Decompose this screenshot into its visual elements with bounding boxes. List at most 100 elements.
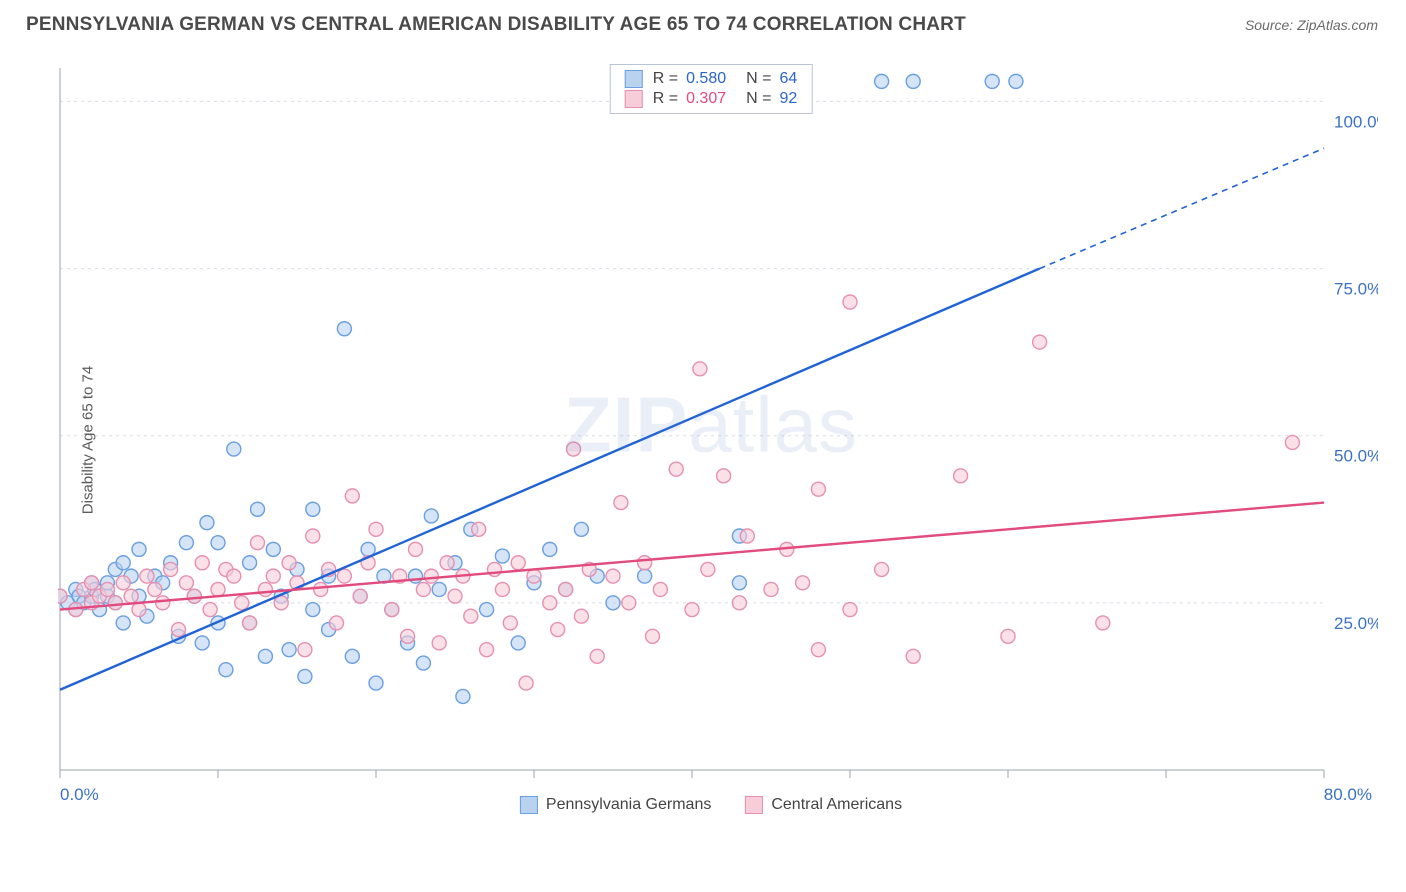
data-point [1033, 335, 1047, 349]
data-point [740, 529, 754, 543]
data-point [480, 603, 494, 617]
data-point [1001, 629, 1015, 643]
legend-label: Central Americans [771, 796, 902, 814]
data-point [306, 603, 320, 617]
data-point [875, 74, 889, 88]
data-point [1096, 616, 1110, 630]
data-point [200, 516, 214, 530]
data-point [614, 496, 628, 510]
data-point [243, 556, 257, 570]
data-point [219, 663, 233, 677]
data-point [432, 582, 446, 596]
r-label: R = [653, 70, 678, 88]
data-point [140, 569, 154, 583]
data-point [227, 442, 241, 456]
data-point [622, 596, 636, 610]
data-point [606, 596, 620, 610]
n-label: N = [746, 70, 771, 88]
data-point [480, 643, 494, 657]
data-point [843, 603, 857, 617]
data-point [811, 643, 825, 657]
data-point [337, 569, 351, 583]
data-point [906, 74, 920, 88]
legend-item: Pennsylvania Germans [520, 796, 711, 814]
data-point [282, 556, 296, 570]
data-point [646, 629, 660, 643]
data-point [179, 576, 193, 590]
data-point [503, 616, 517, 630]
data-point [179, 536, 193, 550]
data-point [282, 643, 296, 657]
legend-swatch [625, 70, 643, 88]
data-point [227, 569, 241, 583]
trend-line-dashed [1040, 148, 1324, 268]
data-point [195, 636, 209, 650]
data-point [258, 582, 272, 596]
data-point [875, 562, 889, 576]
data-point [345, 649, 359, 663]
source-label: Source: ZipAtlas.com [1245, 17, 1378, 33]
svg-text:75.0%: 75.0% [1334, 280, 1378, 299]
data-point [495, 549, 509, 563]
data-point [298, 669, 312, 683]
data-point [187, 589, 201, 603]
data-point [124, 589, 138, 603]
data-point [527, 569, 541, 583]
data-point [551, 623, 565, 637]
svg-text:100.0%: 100.0% [1334, 112, 1378, 131]
data-point [211, 536, 225, 550]
data-point [511, 636, 525, 650]
data-point [298, 643, 312, 657]
data-point [266, 542, 280, 556]
data-point [638, 556, 652, 570]
chart-title: PENNSYLVANIA GERMAN VS CENTRAL AMERICAN … [26, 14, 966, 36]
data-point [701, 562, 715, 576]
data-point [1009, 74, 1023, 88]
data-point [606, 569, 620, 583]
data-point [172, 623, 186, 637]
data-point [345, 489, 359, 503]
data-point [511, 556, 525, 570]
data-point [1285, 435, 1299, 449]
legend-item: Central Americans [745, 796, 902, 814]
data-point [456, 689, 470, 703]
legend-label: Pennsylvania Germans [546, 796, 711, 814]
data-point [116, 616, 130, 630]
legend-swatch [520, 796, 538, 814]
r-value: 0.307 [686, 90, 726, 108]
n-label: N = [746, 90, 771, 108]
data-point [58, 589, 67, 603]
r-value: 0.580 [686, 70, 726, 88]
data-point [148, 582, 162, 596]
data-point [954, 469, 968, 483]
data-point [369, 522, 383, 536]
svg-text:0.0%: 0.0% [60, 785, 99, 804]
data-point [424, 569, 438, 583]
legend-swatch [745, 796, 763, 814]
series-legend: Pennsylvania Germans Central Americans [520, 796, 902, 814]
data-point [85, 576, 99, 590]
legend-row: R = 0.307 N = 92 [625, 89, 798, 109]
data-point [203, 603, 217, 617]
data-point [337, 322, 351, 336]
data-point [906, 649, 920, 663]
data-point [409, 542, 423, 556]
n-value: 92 [779, 90, 797, 108]
data-point [764, 582, 778, 596]
legend-swatch [625, 90, 643, 108]
data-point [693, 362, 707, 376]
data-point [432, 636, 446, 650]
data-point [416, 582, 430, 596]
data-point [732, 576, 746, 590]
data-point [811, 482, 825, 496]
data-point [519, 676, 533, 690]
data-point [543, 596, 557, 610]
data-point [424, 509, 438, 523]
data-point [574, 522, 588, 536]
data-point [251, 502, 265, 516]
r-label: R = [653, 90, 678, 108]
data-point [796, 576, 810, 590]
svg-text:50.0%: 50.0% [1334, 447, 1378, 466]
data-point [251, 536, 265, 550]
trend-line [60, 269, 1040, 690]
